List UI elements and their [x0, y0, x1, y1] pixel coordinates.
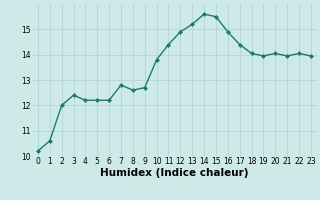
X-axis label: Humidex (Indice chaleur): Humidex (Indice chaleur) [100, 168, 249, 178]
